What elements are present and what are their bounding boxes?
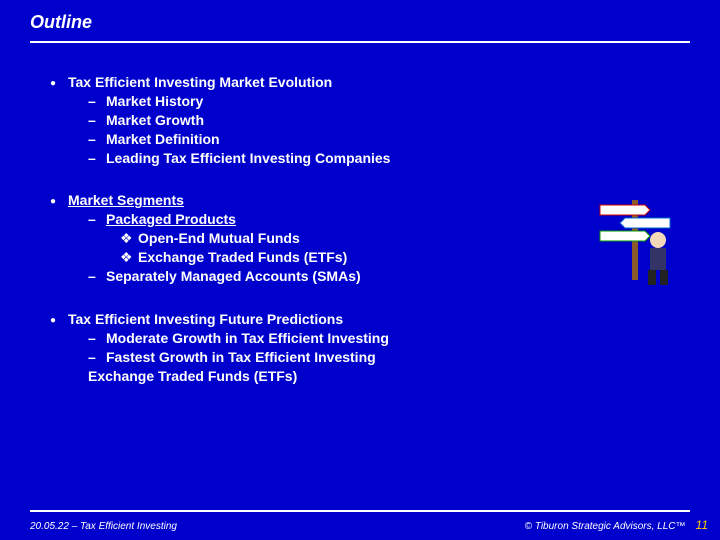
- slide-header: Outline: [0, 0, 720, 37]
- section-heading: Tax Efficient Investing Future Predictio…: [50, 310, 690, 329]
- footer-rule: [30, 510, 690, 512]
- list-item: Moderate Growth in Tax Efficient Investi…: [50, 329, 690, 348]
- page-number: 11: [696, 518, 708, 532]
- section-heading: Tax Efficient Investing Market Evolution: [50, 73, 690, 92]
- list-item: Market History: [50, 92, 690, 111]
- footer-right-group: © Tiburon Strategic Advisors, LLC™ 11: [525, 518, 708, 532]
- section-1: Tax Efficient Investing Market Evolution…: [50, 73, 690, 167]
- section-3: Tax Efficient Investing Future Predictio…: [50, 310, 690, 386]
- list-item: Market Definition: [50, 130, 690, 149]
- slide-footer: 20.05.22 – Tax Efficient Investing © Tib…: [30, 518, 708, 532]
- footer-copyright: © Tiburon Strategic Advisors, LLC™: [525, 521, 686, 532]
- footer-left: 20.05.22 – Tax Efficient Investing: [30, 521, 177, 532]
- slide-title: Outline: [30, 12, 690, 33]
- list-item: Fastest Growth in Tax Efficient Investin…: [50, 348, 430, 386]
- signpost-clipart: [590, 190, 680, 290]
- list-item: Market Growth: [50, 111, 690, 130]
- list-item: Leading Tax Efficient Investing Companie…: [50, 149, 690, 168]
